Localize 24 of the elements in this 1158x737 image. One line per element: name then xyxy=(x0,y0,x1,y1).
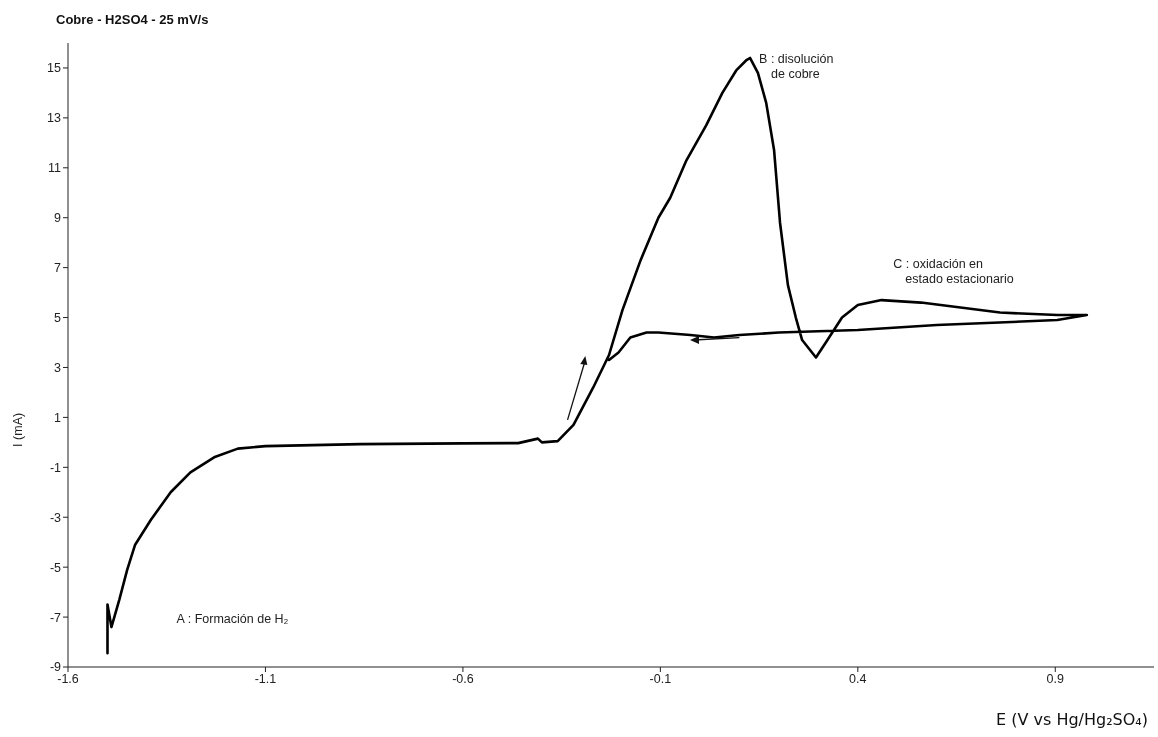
y-tick-label: 7 xyxy=(54,261,62,276)
y-tick-label: -1 xyxy=(49,460,62,475)
y-tick-label: 13 xyxy=(47,111,62,126)
y-tick-label: 1 xyxy=(54,410,62,425)
y-tick-label: 11 xyxy=(48,161,62,176)
annotation: C : oxidación en estado estacionario xyxy=(893,256,1014,286)
y-tick-label: -5 xyxy=(49,560,62,575)
y-axis-title: I (mA) xyxy=(11,412,25,447)
x-tick-label: -0.1 xyxy=(649,671,672,686)
x-axis-title: E (V vs Hg/Hg₂SO₄) xyxy=(996,710,1148,729)
annotation: B : disolución de cobre xyxy=(759,51,834,81)
y-tick-label: 3 xyxy=(54,360,62,375)
y-tick-label: 5 xyxy=(54,311,62,325)
x-tick-label: -0.6 xyxy=(452,671,474,686)
x-tick-label: 0.4 xyxy=(849,671,867,686)
x-tick-label: 0.9 xyxy=(1046,671,1064,686)
x-tick-label: -1.1 xyxy=(254,671,277,686)
y-tick-label: 15 xyxy=(47,61,62,76)
y-tick-label: -3 xyxy=(49,510,62,525)
chart-title: Cobre - H2SO4 - 25 mV/s xyxy=(56,12,209,27)
line-series xyxy=(106,56,1089,655)
y-tick-label: 9 xyxy=(54,211,62,226)
y-tick-label: -7 xyxy=(49,610,62,625)
annotation: A : Formación de H₂ xyxy=(176,612,289,627)
